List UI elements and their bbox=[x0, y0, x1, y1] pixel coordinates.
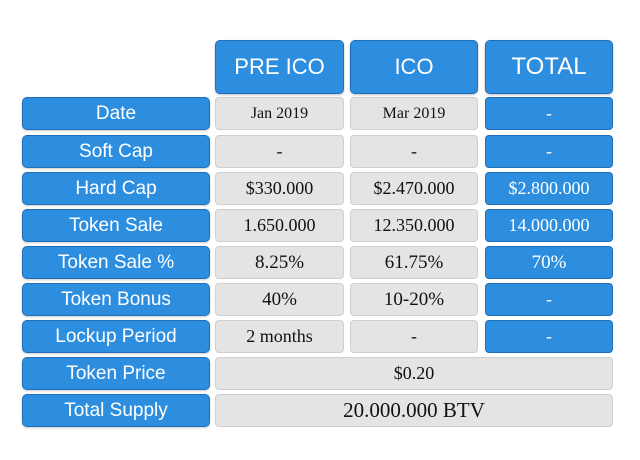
token-sale-percent-total: 70% bbox=[485, 246, 613, 279]
token-sale-percent-ico: 61.75% bbox=[350, 246, 478, 279]
soft-cap-total: - bbox=[485, 135, 613, 168]
row-label-token-bonus: Token Bonus bbox=[22, 283, 210, 316]
row-label-lockup-period: Lockup Period bbox=[22, 320, 210, 353]
row-label-total-supply: Total Supply bbox=[22, 394, 210, 427]
column-header-ico: ICO bbox=[350, 40, 478, 94]
lockup-period-pre-ico: 2 months bbox=[215, 320, 344, 353]
lockup-period-total: - bbox=[485, 320, 613, 353]
token-sale-ico: 12.350.000 bbox=[350, 209, 478, 242]
token-sale-percent-pre-ico: 8.25% bbox=[215, 246, 344, 279]
date-total: - bbox=[485, 97, 613, 130]
lockup-period-ico: - bbox=[350, 320, 478, 353]
token-price-value: $0.20 bbox=[215, 357, 613, 390]
row-label-token-sale-percent: Token Sale % bbox=[22, 246, 210, 279]
column-header-total: TOTAL bbox=[485, 40, 613, 94]
token-bonus-total: - bbox=[485, 283, 613, 316]
soft-cap-ico: - bbox=[350, 135, 478, 168]
date-pre-ico: Jan 2019 bbox=[215, 97, 344, 130]
token-sale-total: 14.000.000 bbox=[485, 209, 613, 242]
total-supply-value: 20.000.000 BTV bbox=[215, 394, 613, 427]
date-ico: Mar 2019 bbox=[350, 97, 478, 130]
token-bonus-ico: 10-20% bbox=[350, 283, 478, 316]
row-label-token-sale: Token Sale bbox=[22, 209, 210, 242]
soft-cap-pre-ico: - bbox=[215, 135, 344, 168]
token-sale-pre-ico: 1.650.000 bbox=[215, 209, 344, 242]
hard-cap-ico: $2.470.000 bbox=[350, 172, 478, 205]
hard-cap-total: $2.800.000 bbox=[485, 172, 613, 205]
row-label-token-price: Token Price bbox=[22, 357, 210, 390]
token-bonus-pre-ico: 40% bbox=[215, 283, 344, 316]
row-label-hard-cap: Hard Cap bbox=[22, 172, 210, 205]
hard-cap-pre-ico: $330.000 bbox=[215, 172, 344, 205]
column-header-pre-ico: PRE ICO bbox=[215, 40, 344, 94]
row-label-soft-cap: Soft Cap bbox=[22, 135, 210, 168]
row-label-date: Date bbox=[22, 97, 210, 130]
